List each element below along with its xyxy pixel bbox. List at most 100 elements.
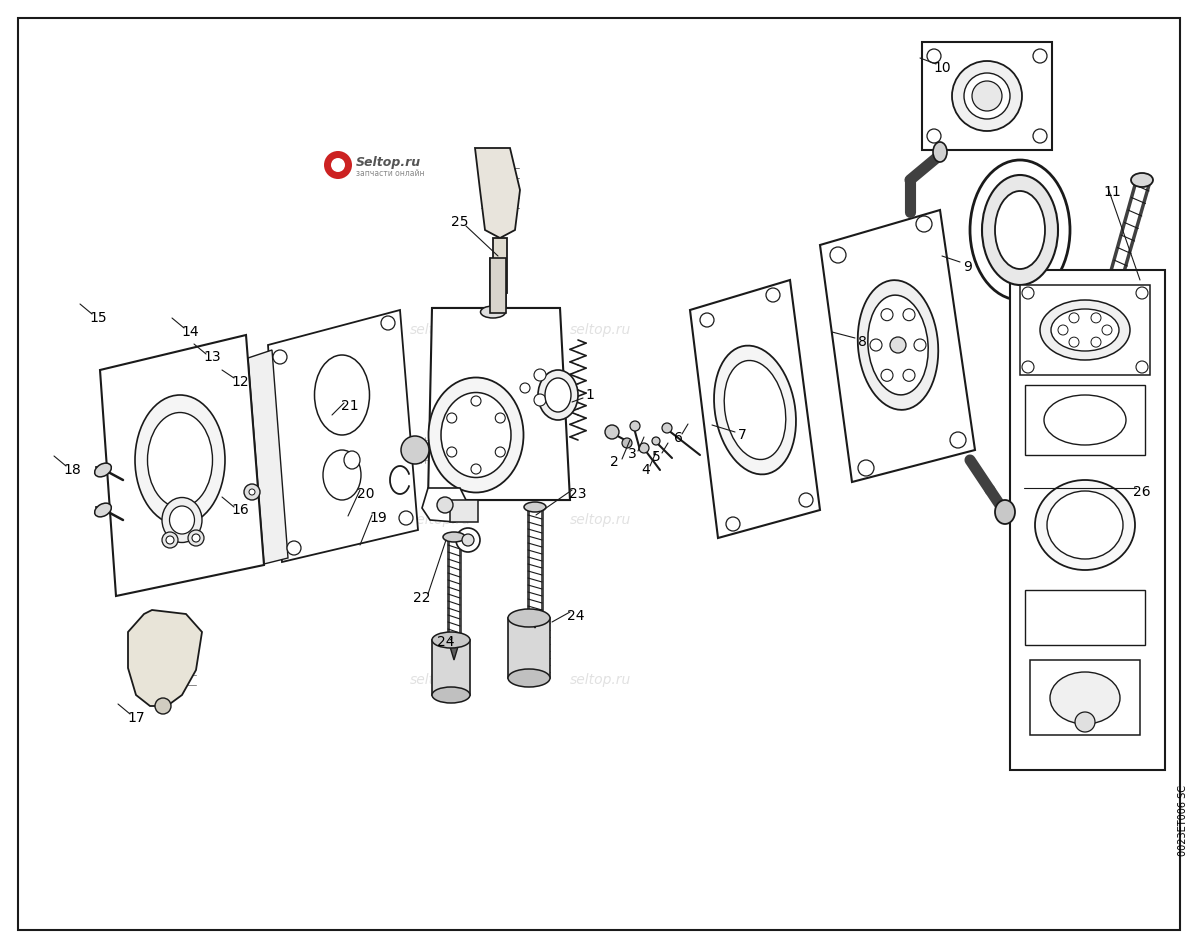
Circle shape	[550, 383, 560, 393]
Ellipse shape	[148, 413, 212, 508]
Polygon shape	[820, 210, 974, 482]
Circle shape	[1069, 313, 1079, 323]
Circle shape	[640, 443, 649, 453]
Circle shape	[331, 158, 346, 172]
Circle shape	[890, 337, 906, 353]
Circle shape	[700, 313, 714, 327]
Circle shape	[662, 423, 672, 433]
Text: 25: 25	[451, 215, 469, 229]
Polygon shape	[422, 488, 470, 522]
Polygon shape	[448, 640, 460, 660]
Circle shape	[904, 369, 916, 382]
Text: 6: 6	[673, 431, 683, 445]
Ellipse shape	[344, 451, 360, 469]
Ellipse shape	[134, 395, 226, 525]
Circle shape	[520, 383, 530, 393]
Polygon shape	[475, 148, 520, 238]
Text: seltop.ru: seltop.ru	[569, 323, 631, 337]
Ellipse shape	[508, 609, 550, 627]
Circle shape	[830, 247, 846, 263]
Ellipse shape	[982, 175, 1058, 285]
Ellipse shape	[432, 632, 470, 648]
Text: 22: 22	[413, 591, 431, 605]
Text: 8: 8	[858, 335, 866, 349]
Bar	[432, 640, 470, 695]
Ellipse shape	[442, 392, 511, 477]
Ellipse shape	[1050, 672, 1120, 724]
Bar	[1010, 270, 1165, 770]
Circle shape	[1033, 129, 1046, 143]
Ellipse shape	[1132, 173, 1153, 187]
Circle shape	[188, 530, 204, 546]
Text: 26: 26	[1133, 485, 1151, 499]
Circle shape	[470, 464, 481, 474]
Circle shape	[1022, 287, 1034, 299]
Text: 19: 19	[370, 511, 386, 525]
Bar	[1020, 285, 1150, 375]
Text: 15: 15	[89, 311, 107, 325]
Polygon shape	[690, 280, 820, 538]
Circle shape	[904, 309, 916, 321]
Ellipse shape	[970, 160, 1070, 300]
Circle shape	[401, 436, 430, 464]
Circle shape	[630, 421, 640, 431]
Text: 16: 16	[232, 503, 248, 517]
Text: 23: 23	[569, 487, 587, 501]
Ellipse shape	[95, 463, 112, 477]
Ellipse shape	[934, 142, 947, 162]
Circle shape	[870, 339, 882, 351]
Ellipse shape	[508, 669, 550, 687]
Text: 24: 24	[437, 635, 455, 649]
Circle shape	[446, 413, 457, 423]
Text: 21: 21	[341, 399, 359, 413]
Circle shape	[914, 339, 926, 351]
Ellipse shape	[714, 346, 796, 474]
Ellipse shape	[1044, 395, 1126, 445]
Text: 7: 7	[738, 428, 746, 442]
Ellipse shape	[95, 503, 112, 517]
Polygon shape	[248, 350, 288, 564]
Ellipse shape	[314, 355, 370, 435]
Circle shape	[192, 534, 200, 542]
Ellipse shape	[323, 450, 361, 500]
Text: Seltop.ru: Seltop.ru	[356, 155, 421, 169]
Circle shape	[928, 49, 941, 63]
Circle shape	[462, 534, 474, 546]
Circle shape	[972, 81, 1002, 111]
Circle shape	[652, 437, 660, 445]
Bar	[490, 258, 506, 313]
Circle shape	[155, 698, 172, 714]
Polygon shape	[268, 310, 418, 562]
Circle shape	[1091, 337, 1102, 348]
Ellipse shape	[964, 73, 1010, 119]
Circle shape	[324, 151, 352, 179]
Ellipse shape	[169, 506, 194, 534]
Text: 20: 20	[358, 487, 374, 501]
Ellipse shape	[995, 191, 1045, 269]
Circle shape	[766, 288, 780, 302]
Bar	[1025, 385, 1145, 455]
Ellipse shape	[443, 532, 466, 542]
Bar	[1030, 660, 1140, 735]
Bar	[508, 618, 550, 678]
Ellipse shape	[725, 361, 786, 459]
Bar	[450, 500, 478, 522]
Bar	[493, 238, 508, 293]
Circle shape	[1102, 325, 1112, 335]
Circle shape	[605, 425, 619, 439]
Text: 5: 5	[652, 450, 660, 464]
Ellipse shape	[1034, 480, 1135, 570]
Circle shape	[382, 316, 395, 330]
Text: 4: 4	[642, 463, 650, 477]
Circle shape	[1075, 712, 1096, 732]
Circle shape	[916, 216, 932, 232]
Circle shape	[1091, 313, 1102, 323]
Circle shape	[496, 413, 505, 423]
Circle shape	[726, 517, 740, 531]
Text: 17: 17	[127, 711, 145, 725]
Ellipse shape	[952, 61, 1022, 131]
Circle shape	[287, 541, 301, 555]
Circle shape	[398, 511, 413, 525]
Text: seltop.ru: seltop.ru	[569, 673, 631, 687]
Circle shape	[437, 497, 454, 513]
